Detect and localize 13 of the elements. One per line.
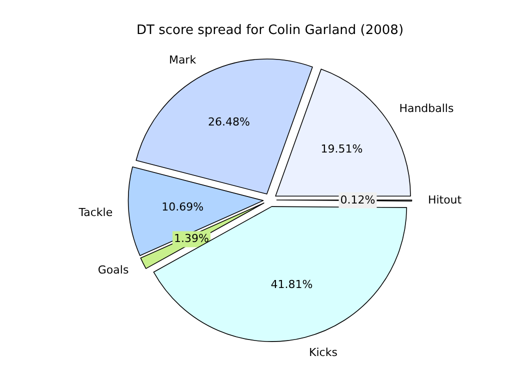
slice-label: Goals — [98, 264, 129, 277]
data-label: 19.51% — [320, 142, 363, 156]
slice-label: Tackle — [78, 206, 113, 220]
slice-label: Handballs — [399, 102, 454, 116]
chart-title: DT score spread for Colin Garland (2008) — [136, 23, 404, 38]
data-label: 0.12% — [340, 193, 376, 206]
slice-label: Mark — [168, 53, 197, 66]
data-label: 41.81% — [270, 278, 313, 292]
slice-label: Hitout — [428, 194, 462, 207]
slice-label: Kicks — [309, 346, 338, 360]
data-label: 26.48% — [208, 115, 250, 128]
data-label: 10.69% — [162, 200, 204, 214]
data-label: 1.39% — [174, 232, 209, 246]
